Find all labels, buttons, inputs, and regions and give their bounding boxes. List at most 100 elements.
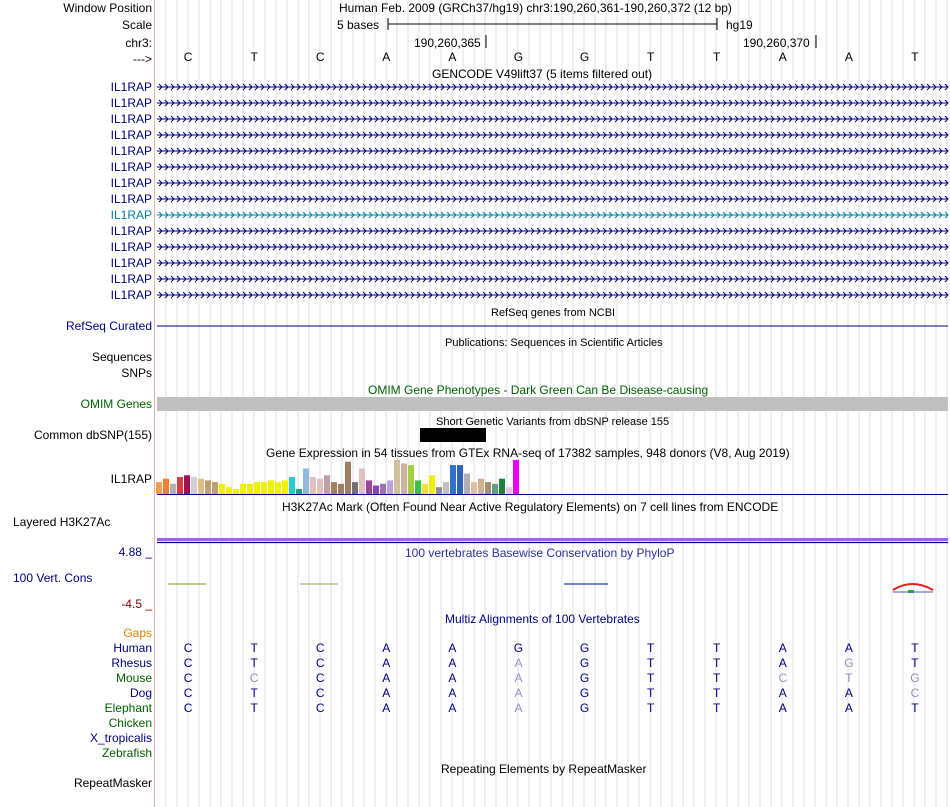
gencode-track-title[interactable]: GENCODE V49lift37 (5 items filtered out) [432,67,653,81]
gene-strand-arrows [158,259,949,267]
multiz-base: A [844,701,853,715]
multiz-base: C [778,671,788,685]
multiz-species-label[interactable]: Zebrafish [101,746,152,760]
multiz-species-label[interactable]: Rhesus [111,656,152,670]
base-letter: A [844,50,853,64]
gtex-tissue-bar [156,482,162,494]
gtex-tissue-bar [513,460,519,494]
gtex-tissue-bar [352,482,358,494]
gtex-tissue-bar [303,468,309,494]
multiz-base: T [646,701,655,715]
gtex-tissue-bar [317,478,323,494]
base-letter: A [382,50,391,64]
cons-label[interactable]: 100 Vert. Cons [13,571,93,585]
dbsnp-track-title[interactable]: Short Genetic Variants from dbSNP releas… [436,416,670,428]
multiz-base: T [713,671,721,685]
repeat-track-title[interactable]: Repeating Elements by RepeatMasker [441,762,647,776]
multiz-base: T [646,671,655,685]
base-letter: T [250,50,258,64]
omim-label[interactable]: OMIM Genes [80,397,152,411]
multiz-base: A [382,701,391,715]
gtex-tissue-bar [485,482,491,494]
gencode-gene-label[interactable]: IL1RAP [110,208,152,222]
gencode-gene-label[interactable]: IL1RAP [110,272,152,286]
gencode-gene-label[interactable]: IL1RAP [110,112,152,126]
omim-track-title[interactable]: OMIM Gene Phenotypes - Dark Green Can Be… [368,383,709,397]
multiz-track-title[interactable]: Multiz Alignments of 100 Vertebrates [445,612,640,626]
gtex-tissue-bar [310,477,316,494]
multiz-base: G [579,671,590,685]
gtex-tissue-bar [177,477,183,494]
base-letter: C [315,50,325,64]
gtex-tissue-bar [240,483,246,494]
multiz-base: A [448,671,457,685]
gtex-label[interactable]: IL1RAP [110,472,152,486]
chr-label: chr3: [125,36,152,50]
gencode-gene-label[interactable]: IL1RAP [110,144,152,158]
cons-min-label: -4.5 _ [121,597,152,611]
multiz-base: T [250,641,258,655]
gtex-tissue-bar [415,480,421,494]
multiz-species-label[interactable]: Elephant [104,701,152,715]
sequences-label[interactable]: Sequences [91,350,152,364]
multiz-species-label[interactable]: Mouse [115,671,152,685]
gtex-tissue-bar [345,461,351,494]
gencode-gene-label[interactable]: IL1RAP [110,176,152,190]
multiz-base: A [448,656,457,670]
multiz-base: A [382,656,391,670]
refseq-label[interactable]: RefSeq Curated [65,319,152,333]
gencode-gene-label[interactable]: IL1RAP [110,288,152,302]
repeat-label[interactable]: RepeatMasker [73,776,152,790]
h3k27ac-track-title[interactable]: H3K27Ac Mark (Often Found Near Active Re… [282,500,779,514]
gtex-tissue-bar [408,465,414,494]
strand-label: ---> [133,52,152,66]
multiz-base: T [911,641,919,655]
multiz-species-label[interactable]: Human [113,641,152,655]
cons-max-label: 4.88 _ [118,545,152,559]
multiz-base: A [844,641,853,655]
multiz-base: T [911,656,919,670]
gencode-gene-label[interactable]: IL1RAP [110,128,152,142]
multiz-species-label[interactable]: Chicken [108,716,152,730]
refseq-track-title[interactable]: RefSeq genes from NCBI [491,307,616,319]
snps-label[interactable]: SNPs [121,366,152,380]
gtex-tissue-bar [247,483,253,494]
gtex-tissue-bar [282,480,288,494]
gtex-tissue-bar [219,483,225,494]
multiz-base: T [250,686,258,700]
dbsnp-label[interactable]: Common dbSNP(155) [33,428,152,442]
gtex-track-title[interactable]: Gene Expression in 54 tissues from GTEx … [266,446,790,460]
gtex-tissue-bar [324,475,330,494]
base-letter: T [713,50,721,64]
gencode-gene-label[interactable]: IL1RAP [110,80,152,94]
multiz-species-label[interactable]: X_tropicalis [89,731,152,745]
gencode-gene-label[interactable]: IL1RAP [110,96,152,110]
gencode-gene-label[interactable]: IL1RAP [110,256,152,270]
gtex-tissue-bar [275,482,281,494]
gtex-tissue-bar [422,483,428,494]
multiz-base: C [315,701,325,715]
multiz-base: A [514,656,523,670]
pubs-track-title[interactable]: Publications: Sequences in Scientific Ar… [445,337,663,349]
cons-track-title[interactable]: 100 vertebrates Basewise Conservation by… [405,546,675,560]
gencode-gene-label[interactable]: IL1RAP [110,224,152,238]
gaps-label[interactable]: Gaps [123,626,152,640]
multiz-base: G [579,641,590,655]
gencode-gene-label[interactable]: IL1RAP [110,240,152,254]
gtex-tissue-bar [499,478,505,494]
gene-strand-arrows [158,227,949,235]
h3k27ac-label[interactable]: Layered H3K27Ac [13,515,111,529]
multiz-species-label[interactable]: Dog [129,686,152,700]
omim-gene-bar [157,397,948,411]
gtex-tissue-bar [380,483,386,494]
gtex-tissue-bar [170,483,176,494]
multiz-base: C [315,686,325,700]
multiz-base: T [713,641,721,655]
gencode-gene-label[interactable]: IL1RAP [110,192,152,206]
multiz-base: G [579,701,590,715]
gtex-tissue-bar [366,480,372,494]
gencode-gene-label[interactable]: IL1RAP [110,160,152,174]
window-position-value: Human Feb. 2009 (GRCh37/hg19) chr3:190,2… [339,1,732,15]
multiz-base: A [514,671,523,685]
